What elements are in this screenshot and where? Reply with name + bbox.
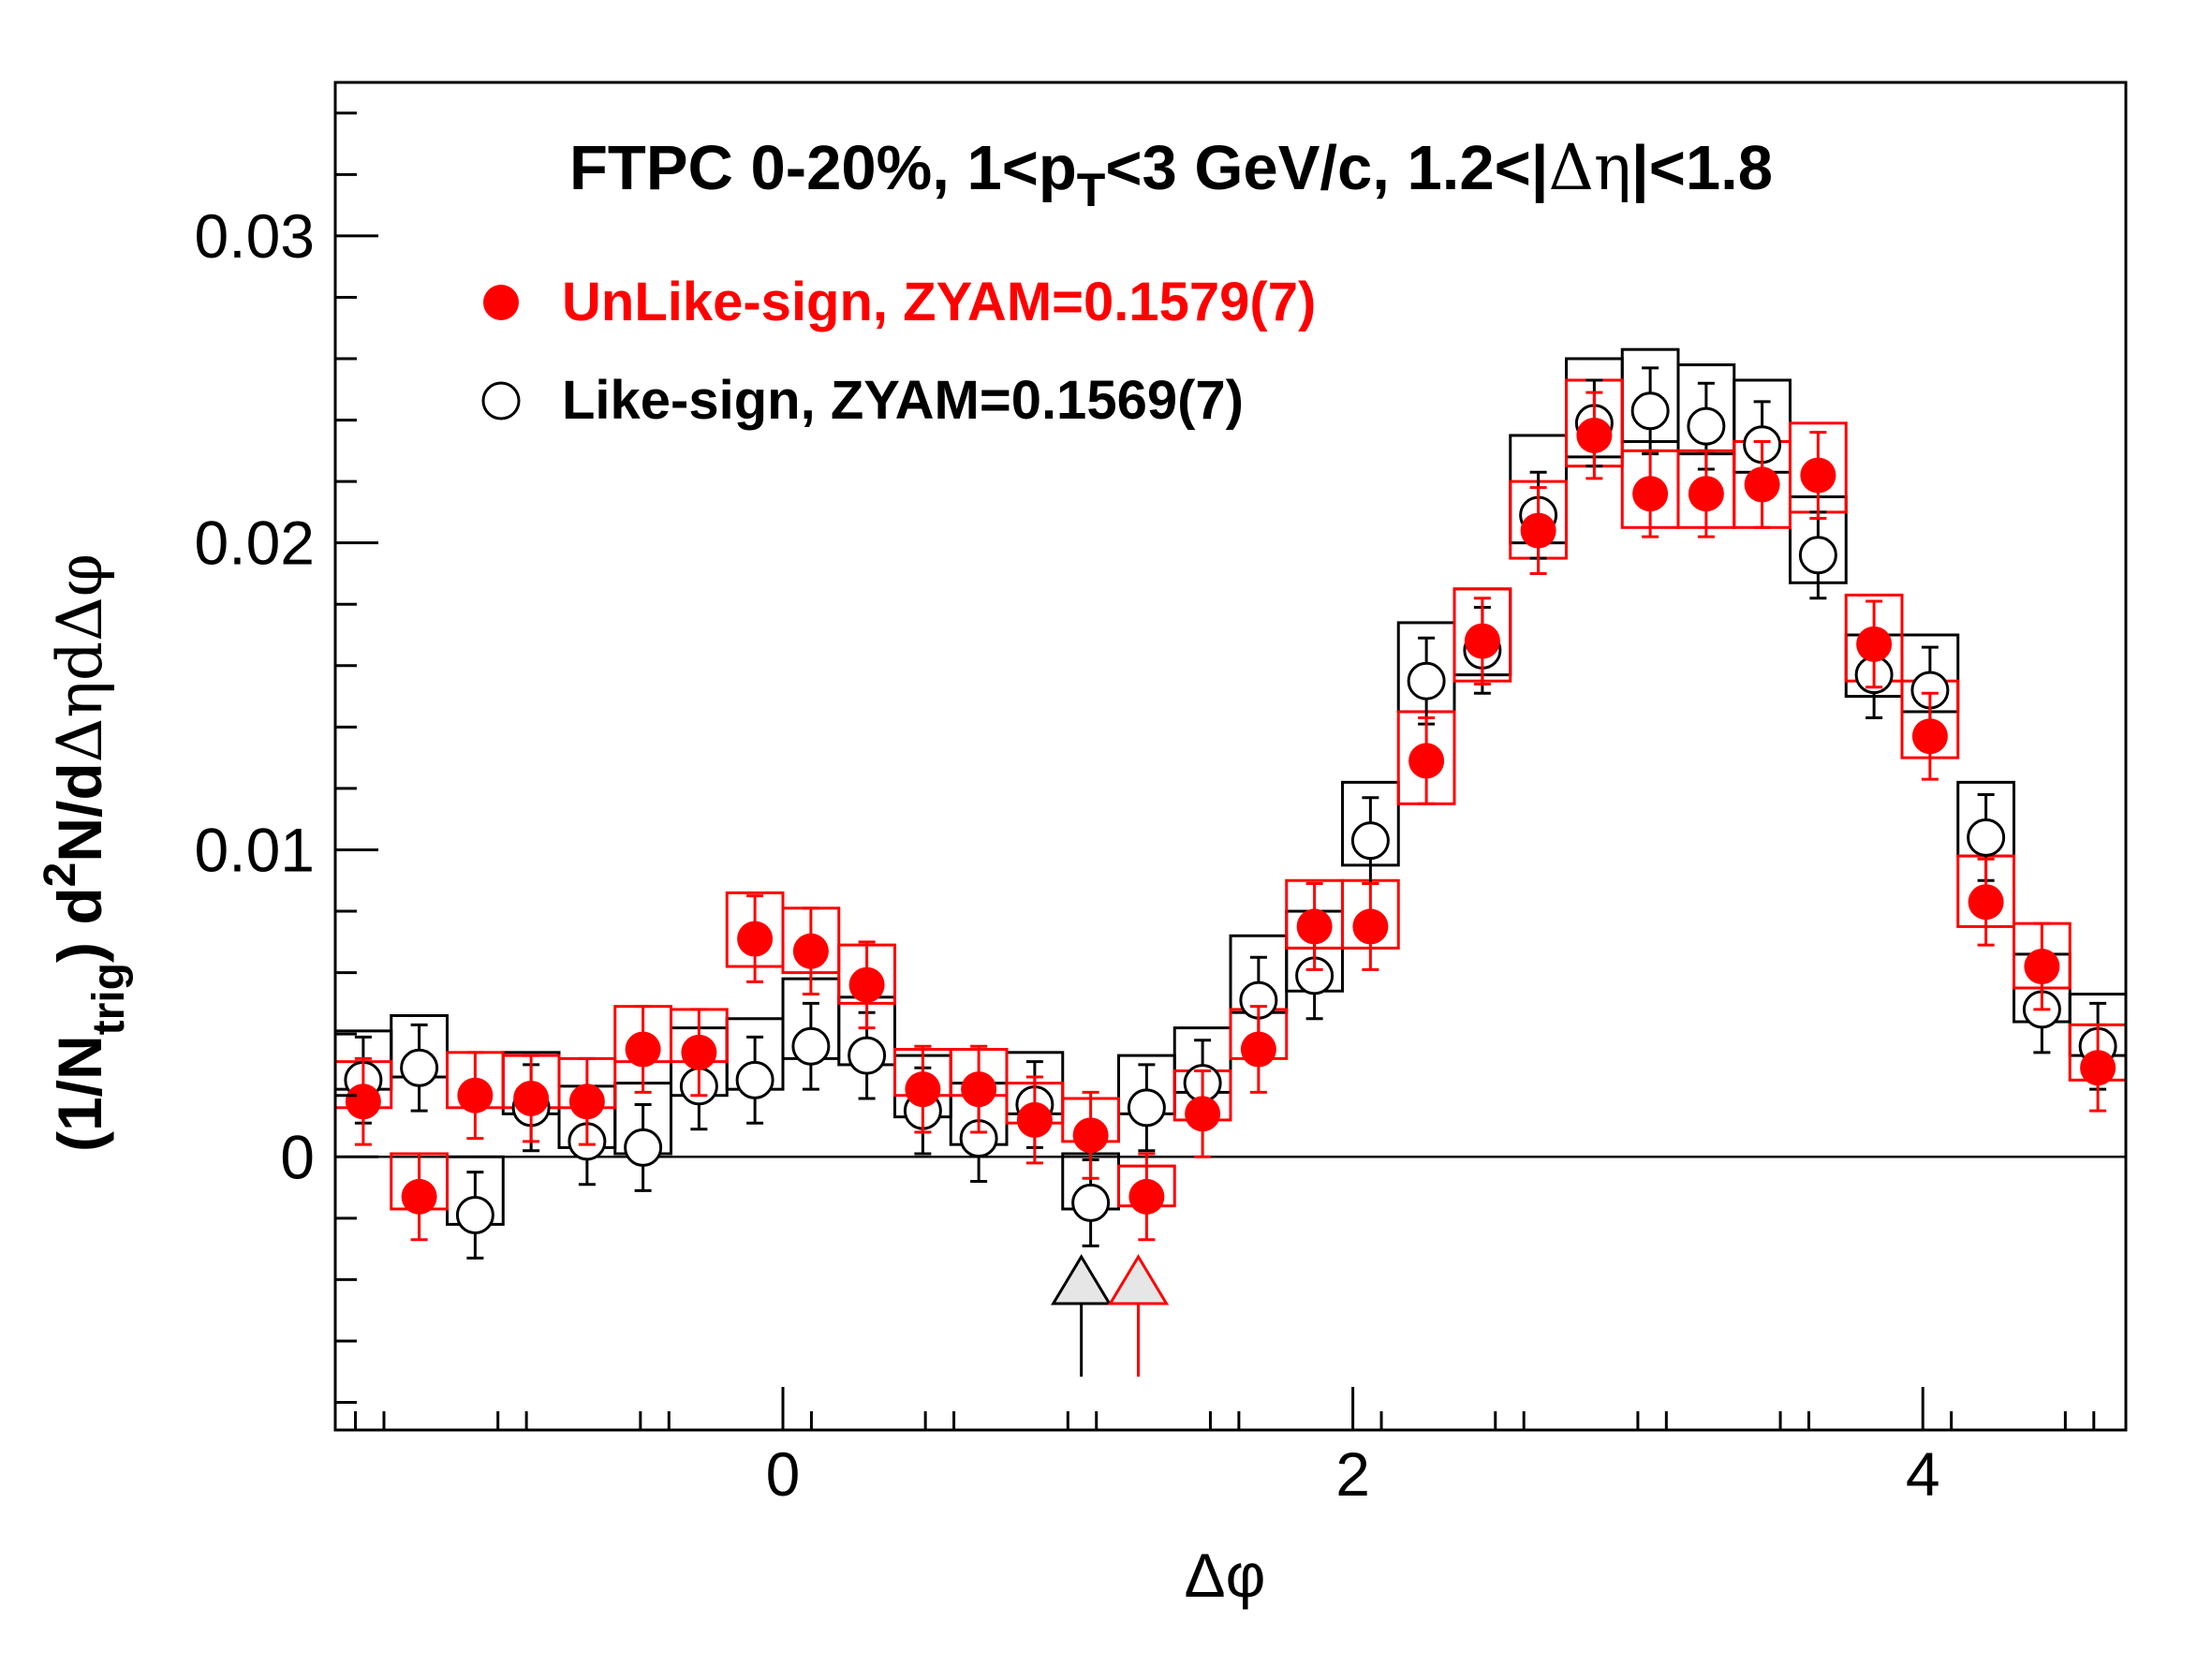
data-point-unlike [1185,1096,1221,1132]
data-point-unlike [513,1080,550,1116]
data-point-like [1127,1088,1166,1128]
legend-marker-unlike [483,285,519,320]
data-point-like [1630,391,1670,431]
data-point-like [1687,406,1726,446]
plot-frame [333,81,2128,1432]
axes-layer: 0 0.01 0.02 0.03 0 2 4 [195,111,2096,1509]
data-point-unlike [1744,466,1780,503]
data-point-unlike [1856,626,1893,662]
data-point-unlike [1632,476,1669,512]
data-point-unlike [792,933,829,969]
data-point-unlike [1128,1178,1165,1215]
data-point-like [1407,661,1446,700]
data-point-unlike [457,1077,494,1113]
data-point-like [1350,821,1390,861]
data-point-unlike [1016,1101,1053,1138]
data-point-unlike [905,1071,941,1108]
data-point-unlike [1072,1117,1109,1154]
data-point-like [848,1036,887,1075]
chart-title: FTPC 0-20%, 1<pT<3 GeV/c, 1.2<|Δη|<1.8 [569,131,1773,216]
data-point-like [791,1026,831,1066]
data-point-unlike [848,966,885,1003]
legend-label-like: Like-sign, ZYAM=0.1569(7) [562,370,1244,431]
legend: UnLike-sign, ZYAM=0.1579(7) Like-sign, Z… [481,272,1316,431]
arrow-head [1107,1254,1170,1305]
data-point-unlike [625,1031,661,1068]
data-point-unlike [1240,1031,1276,1068]
x-tick-label: 4 [1906,1439,1940,1509]
data-point-unlike [1520,512,1556,549]
data-point-like [400,1048,439,1087]
y-tick-label: 0.03 [195,201,315,271]
data-point-unlike [1296,908,1333,945]
data-point-like [1967,818,2006,857]
data-point-like [1071,1183,1111,1222]
y-tick-label: 0.01 [195,815,315,884]
data-point-unlike [1968,884,2004,921]
x-axis-label: Δφ [1185,1541,1266,1610]
data-point-unlike [961,1071,997,1108]
data-point-unlike [1911,718,1948,755]
data-point-like [624,1128,663,1167]
data-point-unlike [1800,457,1836,494]
arrow-head [1051,1254,1113,1305]
data-point-like [735,1060,774,1099]
y-tick-label: 0.02 [195,509,315,578]
data-point-unlike [345,1084,381,1120]
legend-label-unlike: UnLike-sign, ZYAM=0.1579(7) [562,272,1316,332]
data-layer [333,347,2128,1377]
data-point-unlike [681,1034,717,1070]
y-axis-label: (1/Ntrig) d2N/dΔηdΔφ [36,553,134,1152]
data-point-unlike [737,921,774,957]
data-point-unlike [568,1084,605,1120]
x-tick-label: 2 [1335,1439,1370,1509]
x-tick-label: 0 [766,1439,801,1509]
data-point-unlike [401,1178,437,1215]
y-tick-label: 0 [280,1122,315,1191]
data-point-unlike [1352,908,1389,945]
legend-marker-like [481,381,521,420]
data-point-unlike [1464,623,1500,659]
data-point-like [1798,536,1837,575]
data-point-unlike [1576,417,1613,453]
data-point-unlike [2024,949,2060,985]
data-point-like [455,1196,494,1235]
data-point-unlike [2080,1050,2116,1086]
data-point-unlike [1408,743,1445,779]
data-point-unlike [1688,476,1724,512]
